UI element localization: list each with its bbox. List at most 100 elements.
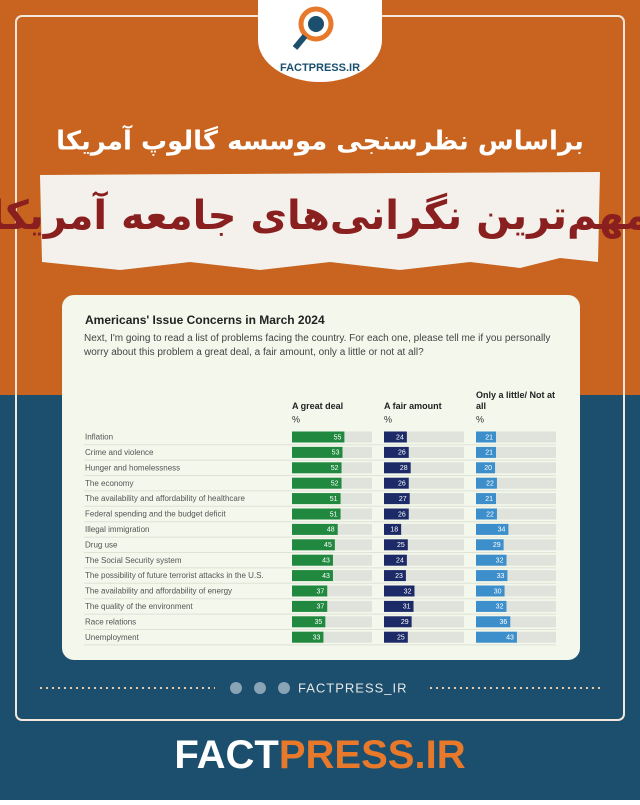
bar — [292, 462, 342, 474]
chart-title: Americans' Issue Concerns in March 2024 — [85, 313, 325, 327]
category-label: Inflation — [85, 433, 113, 442]
bar-track — [384, 431, 464, 443]
category-label: Illegal immigration — [85, 525, 149, 534]
value-label: 37 — [316, 588, 324, 595]
bar — [476, 631, 517, 643]
value-label: 29 — [493, 542, 501, 549]
bar-track — [292, 616, 372, 628]
value-label: 22 — [486, 511, 494, 518]
legend-box: Only a little/ Not at all — [476, 390, 555, 411]
bar — [384, 508, 409, 520]
bar-track — [384, 585, 464, 597]
bar — [476, 554, 507, 566]
value-label: 32 — [404, 588, 412, 595]
value-label: 26 — [398, 511, 406, 518]
category-label: The economy — [85, 479, 133, 488]
social-handle: FACTPRESS_IR — [298, 680, 408, 695]
value-label: 31 — [403, 604, 411, 611]
value-label: 24 — [396, 434, 404, 441]
legend-entry: A fair amount — [384, 401, 442, 411]
value-label: 51 — [330, 496, 338, 503]
category-label: The availability and affordability of he… — [85, 494, 246, 503]
value-label: 22 — [486, 481, 494, 488]
bar — [292, 570, 333, 582]
value-label: 32 — [496, 558, 504, 565]
bar — [476, 477, 497, 489]
bar-track — [384, 554, 464, 566]
value-label: 20 — [484, 465, 492, 472]
bar-track — [476, 523, 556, 535]
bar — [292, 554, 333, 566]
category-label: Crime and violence — [85, 448, 154, 457]
bar — [292, 523, 338, 535]
bar — [476, 508, 497, 520]
bar — [476, 523, 509, 535]
footer-brand-part: FACT — [174, 733, 278, 777]
bar — [476, 539, 504, 551]
value-label: 51 — [330, 511, 338, 518]
category-label: Unemployment — [85, 633, 140, 642]
value-label: 26 — [398, 450, 406, 457]
value-label: 33 — [497, 573, 505, 580]
bar — [384, 600, 414, 612]
value-label: 45 — [324, 542, 332, 549]
bar — [384, 570, 406, 582]
logo-text: FACTPRESS.IR — [280, 62, 360, 74]
bar — [476, 462, 496, 474]
category-label: The quality of the environment — [85, 602, 193, 611]
category-label: Drug use — [85, 540, 118, 549]
value-label: 32 — [496, 604, 504, 611]
bar — [292, 600, 328, 612]
x-icon[interactable] — [254, 682, 266, 694]
bar — [292, 446, 343, 458]
value-label: 48 — [327, 527, 335, 534]
bar-track — [292, 631, 372, 643]
bar — [384, 493, 410, 505]
category-label: Hunger and homelessness — [85, 463, 180, 472]
bar — [292, 508, 341, 520]
legend-entry: A great deal — [292, 401, 344, 411]
category-label: Federal spending and the budget deficit — [85, 510, 226, 519]
value-label: 52 — [331, 465, 339, 472]
value-label: 25 — [397, 635, 405, 642]
bar — [292, 585, 328, 597]
bar — [292, 493, 341, 505]
paper — [40, 172, 600, 270]
value-label: 25 — [397, 542, 405, 549]
bar-track — [476, 477, 556, 489]
bar — [292, 477, 342, 489]
telegram-icon[interactable] — [278, 682, 290, 694]
bar-track — [476, 508, 556, 520]
bar — [476, 431, 496, 443]
bar-track — [476, 462, 556, 474]
bar-track — [476, 493, 556, 505]
bar-track — [476, 585, 556, 597]
instagram-icon[interactable] — [230, 682, 242, 694]
bar-track — [384, 493, 464, 505]
bar — [292, 616, 326, 628]
unit-label: % — [384, 414, 392, 424]
bar-track — [384, 477, 464, 489]
logo-icon-core — [308, 16, 324, 32]
bar-track — [476, 570, 556, 582]
category-label: Race relations — [85, 617, 136, 626]
chart: A great deal% A fair amount% Only a little… — [84, 390, 556, 646]
bar-track — [384, 570, 464, 582]
bar-track — [384, 508, 464, 520]
value-label: 36 — [499, 619, 507, 626]
value-label: 53 — [332, 450, 340, 457]
value-label: 21 — [485, 450, 493, 457]
value-label: 24 — [396, 558, 404, 565]
bar — [292, 631, 324, 643]
bar — [476, 600, 507, 612]
value-label: 28 — [400, 465, 408, 472]
bar — [476, 585, 505, 597]
logo-handle — [292, 34, 308, 50]
bar-track — [476, 431, 556, 443]
value-label: 26 — [398, 481, 406, 488]
bar-track — [476, 554, 556, 566]
bar — [384, 631, 408, 643]
headline: مهم‌ترین نگرانی‌های جامعه آمریکا — [0, 190, 640, 239]
value-label: 52 — [331, 481, 339, 488]
